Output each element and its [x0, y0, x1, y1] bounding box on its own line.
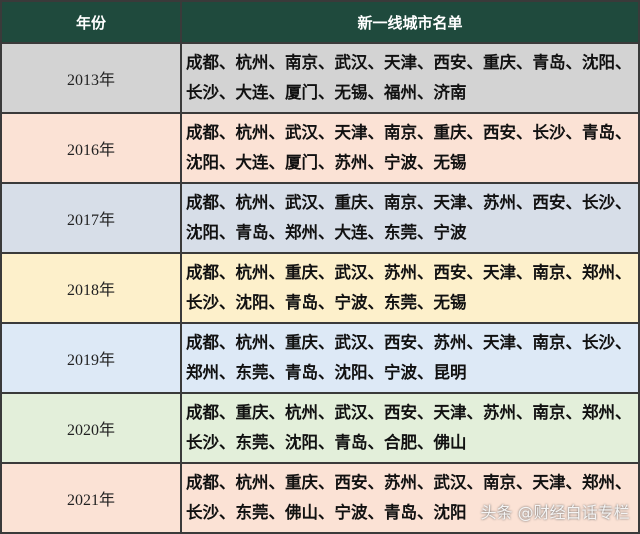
city-list-cell: 成都、杭州、南京、武汉、天津、西安、重庆、青岛、沈阳、长沙、大连、厦门、无锡、福…	[180, 42, 640, 114]
header-city-list: 新一线城市名单	[180, 0, 640, 44]
year-cell: 2013年	[0, 42, 182, 114]
city-list-cell: 成都、杭州、重庆、武汉、西安、苏州、天津、南京、长沙、郑州、东莞、青岛、沈阳、宁…	[180, 322, 640, 394]
city-list: 成都、重庆、杭州、武汉、西安、天津、苏州、南京、郑州、长沙、东莞、沈阳、青岛、合…	[186, 403, 632, 452]
city-list: 成都、杭州、重庆、武汉、苏州、西安、天津、南京、郑州、长沙、沈阳、青岛、宁波、东…	[186, 263, 632, 312]
city-list-cell: 成都、杭州、重庆、武汉、苏州、西安、天津、南京、郑州、长沙、沈阳、青岛、宁波、东…	[180, 252, 640, 324]
city-list-cell: 成都、杭州、武汉、重庆、南京、天津、苏州、西安、长沙、沈阳、青岛、郑州、大连、东…	[180, 182, 640, 254]
city-list: 成都、杭州、重庆、武汉、西安、苏州、天津、南京、长沙、郑州、东莞、青岛、沈阳、宁…	[186, 333, 632, 382]
year-cell: 2018年	[0, 252, 182, 324]
city-list-cell: 成都、重庆、杭州、武汉、西安、天津、苏州、南京、郑州、长沙、东莞、沈阳、青岛、合…	[180, 392, 640, 464]
year-cell: 2020年	[0, 392, 182, 464]
table-row: 2013年 成都、杭州、南京、武汉、天津、西安、重庆、青岛、沈阳、长沙、大连、厦门…	[0, 42, 640, 114]
city-list-cell: 成都、杭州、重庆、西安、苏州、武汉、南京、天津、郑州、长沙、东莞、佛山、宁波、青…	[180, 462, 640, 534]
year-cell: 2016年	[0, 112, 182, 184]
city-list: 成都、杭州、武汉、重庆、南京、天津、苏州、西安、长沙、沈阳、青岛、郑州、大连、东…	[186, 193, 632, 242]
city-list: 成都、杭州、南京、武汉、天津、西安、重庆、青岛、沈阳、长沙、大连、厦门、无锡、福…	[186, 53, 632, 102]
table-row: 2020年 成都、重庆、杭州、武汉、西安、天津、苏州、南京、郑州、长沙、东莞、沈阳…	[0, 392, 640, 464]
table-row: 2019年 成都、杭州、重庆、武汉、西安、苏州、天津、南京、长沙、郑州、东莞、青岛…	[0, 322, 640, 394]
table-row: 2021年 成都、杭州、重庆、西安、苏州、武汉、南京、天津、郑州、长沙、东莞、佛山…	[0, 462, 640, 534]
table-row: 2018年 成都、杭州、重庆、武汉、苏州、西安、天津、南京、郑州、长沙、沈阳、青岛…	[0, 252, 640, 324]
year-cell: 2019年	[0, 322, 182, 394]
year-cell: 2017年	[0, 182, 182, 254]
city-list: 成都、杭州、武汉、天津、南京、重庆、西安、长沙、青岛、沈阳、大连、厦门、苏州、宁…	[186, 123, 632, 172]
table-row: 2016年 成都、杭州、武汉、天津、南京、重庆、西安、长沙、青岛、沈阳、大连、厦门…	[0, 112, 640, 184]
table-row: 2017年 成都、杭州、武汉、重庆、南京、天津、苏州、西安、长沙、沈阳、青岛、郑州…	[0, 182, 640, 254]
header-row: 年份 新一线城市名单	[0, 0, 640, 44]
year-cell: 2021年	[0, 462, 182, 534]
city-list-cell: 成都、杭州、武汉、天津、南京、重庆、西安、长沙、青岛、沈阳、大连、厦门、苏州、宁…	[180, 112, 640, 184]
header-year: 年份	[0, 0, 182, 44]
watermark: 头条 @财经白话专栏	[480, 503, 630, 522]
